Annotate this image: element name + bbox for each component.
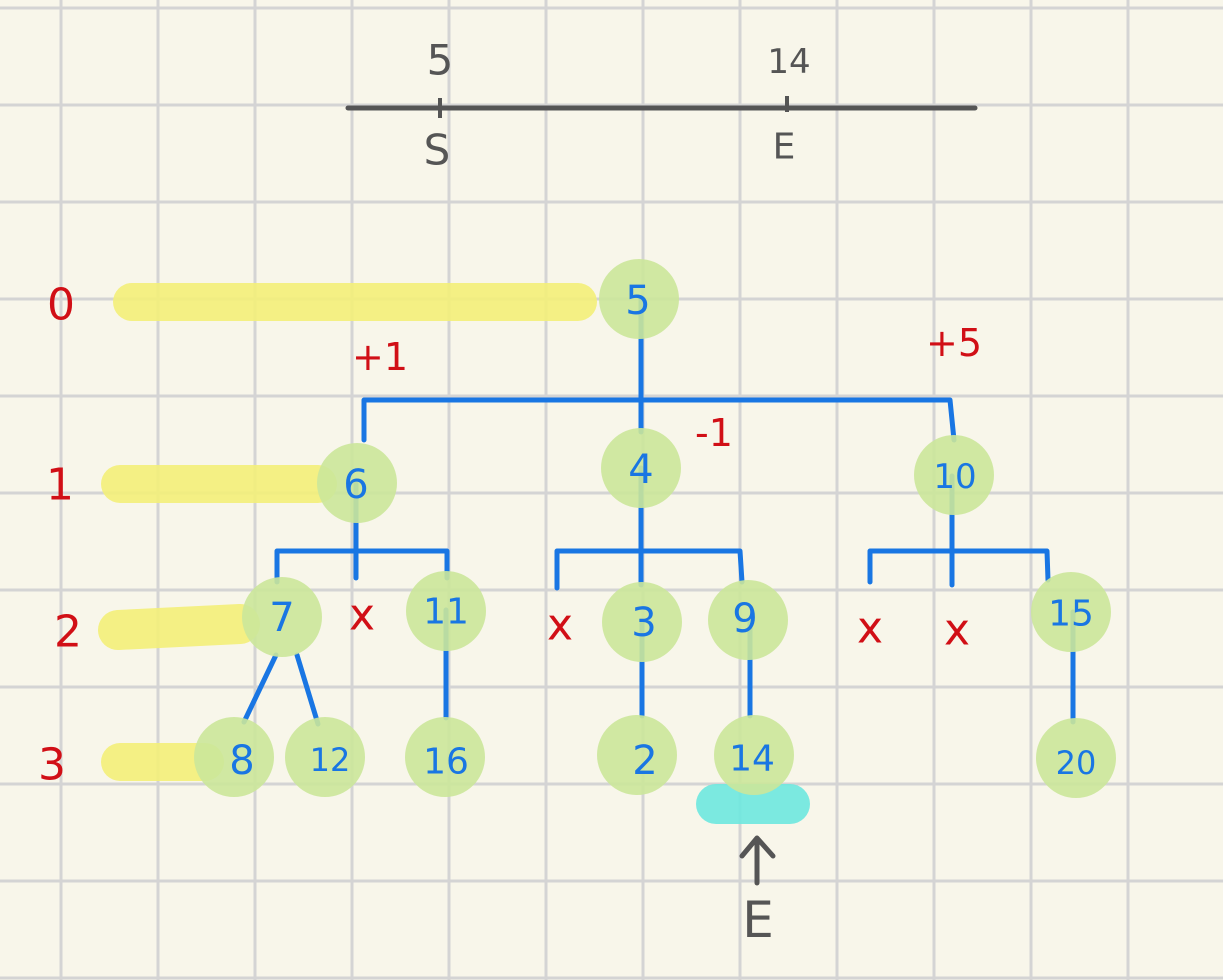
tree-nodes: 5 6 4 10 7 11 3 9 [194,259,1116,798]
node-circle [405,717,485,797]
node-level3-5: 14 [714,715,794,795]
number-line: 5 S 14 E [345,36,978,175]
node-label: 4 [628,447,653,493]
edge-4-bracket [554,548,745,591]
level-label-1: 1 [46,460,74,511]
highlight-level-2 [98,604,260,650]
end-label: E [773,127,796,168]
edge-7-8 [241,652,279,725]
level-labels: 0 1 2 3 [38,280,82,791]
node-level1-2: 4 [601,428,681,508]
node-circle [1031,572,1111,652]
edge-7-12 [294,652,321,727]
node-label: 20 [1056,744,1097,782]
node-circle [317,443,397,523]
node-root: 5 [599,259,679,339]
node-level2-4: 9 [708,580,788,660]
missing-mark: x [944,605,970,656]
end-pointer-label: E [742,891,774,949]
node-label: 7 [269,595,294,641]
node-circle [599,259,679,339]
node-label: 3 [631,600,656,646]
missing-mark: x [857,603,883,654]
node-label: 15 [1048,594,1094,635]
start-value: 5 [427,36,454,85]
node-label: 12 [310,741,351,779]
edge-6-bracket [274,548,450,585]
node-level1-3: 10 [914,435,994,515]
node-level3-4: 2 [597,715,677,795]
node-label: 2 [632,738,657,784]
missing-mark: x [547,600,573,651]
node-circle [714,715,794,795]
node-label: 10 [933,457,976,497]
start-label: S [424,126,451,175]
node-circle [597,715,677,795]
node-circle [602,582,682,662]
delta-annotations: +1 -1 +5 [352,321,982,455]
end-pointer: E [739,835,776,949]
level-label-0: 0 [47,280,75,331]
node-level3-2: 12 [285,717,365,797]
node-level2-3: 3 [602,582,682,662]
node-level3-1: 8 [194,717,274,797]
node-label: 9 [732,596,757,642]
edge-root-bracket [361,397,957,443]
node-level2-2: 11 [406,571,486,651]
node-label: 11 [423,592,469,633]
node-circle [914,435,994,515]
node-circle [242,577,322,657]
node-circle [708,580,788,660]
right-delta: +5 [926,321,982,365]
edge-10-bracket [867,548,1051,585]
node-level2-5: 15 [1031,572,1111,652]
level-label-2: 2 [54,607,82,658]
up-arrow-icon [739,835,776,886]
missing-mark: x [349,590,375,641]
node-label: 8 [229,738,254,784]
node-level1-1: 6 [317,443,397,523]
level-label-3: 3 [38,740,66,791]
node-circle [1036,718,1116,798]
node-circle [601,428,681,508]
node-label: 5 [625,278,650,324]
left-delta: +1 [352,335,408,379]
level-highlights [98,283,810,824]
middle-delta: -1 [695,411,733,455]
node-circle [194,717,274,797]
node-label: 6 [343,462,368,508]
node-level3-6: 20 [1036,718,1116,798]
up-arrow-head [739,835,776,859]
node-circle [406,571,486,651]
node-level2-1: 7 [242,577,322,657]
missing-marks: x x x x [349,590,970,656]
node-level3-3: 16 [405,717,485,797]
node-label: 16 [423,742,469,783]
end-value: 14 [767,42,810,82]
node-circle [285,717,365,797]
node-label: 14 [729,739,775,780]
